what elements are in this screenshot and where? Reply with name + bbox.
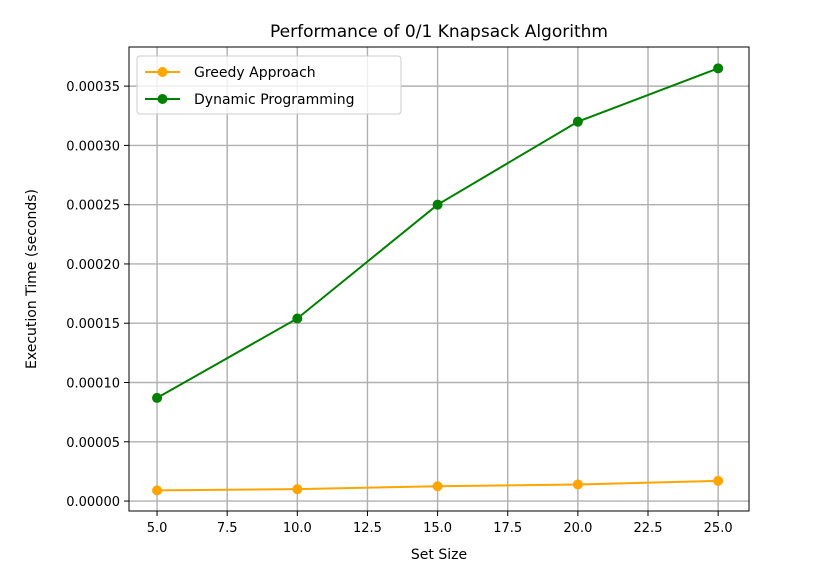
y-tick-label: 0.00000 [66,495,120,510]
y-tick-label: 0.00015 [66,317,120,332]
x-tick-label: 10.0 [283,521,312,536]
data-point [292,484,303,495]
series-layer [152,63,724,496]
data-point [572,116,583,127]
data-point [432,481,443,492]
series-1 [152,63,724,403]
y-tick-label: 0.00020 [66,258,120,273]
data-point [713,63,724,74]
grid-lines [129,47,749,511]
legend-frame [136,55,402,115]
data-point [432,199,443,210]
y-tick-label: 0.00030 [66,139,120,154]
data-point [292,313,303,324]
x-tick-label: 5.0 [147,521,168,536]
legend-label: Dynamic Programming [194,92,355,108]
y-tick-label: 0.00035 [66,80,120,95]
legend-marker [157,67,168,77]
data-point [713,475,724,486]
data-point [152,485,163,496]
axis-ticks: 5.0 7.5 10.0 12.5 15.0 17.5 20.0 22.5 25.0 0.0000… [66,80,732,536]
legend-item: Greedy Approach [145,65,316,81]
y-tick-label: 0.00025 [66,199,120,214]
x-tick-label: 22.5 [634,521,663,536]
x-tick-label: 15.0 [423,521,452,536]
x-tick-label: 7.5 [217,521,238,536]
x-tick-label: 25.0 [704,521,733,536]
plot-area-frame [128,46,750,512]
legend-item: Dynamic Programming [145,92,355,108]
x-axis-title: Set Size [411,547,467,563]
data-point [152,392,163,403]
y-axis-title: Execution Time (seconds) [24,189,40,369]
legend-marker [157,94,168,104]
y-tick-label: 0.00010 [66,376,120,391]
data-point [572,479,583,490]
x-tick-label: 12.5 [353,521,382,536]
series-0 [152,475,724,496]
legend: Greedy Approach Dynamic Programming [136,55,402,115]
chart-title: Performance of 0/1 Knapsack Algorithm [270,22,608,42]
x-tick-label: 20.0 [563,521,592,536]
x-tick-label: 17.5 [493,521,522,536]
y-tick-label: 0.00005 [66,436,120,451]
legend-label: Greedy Approach [194,65,316,81]
